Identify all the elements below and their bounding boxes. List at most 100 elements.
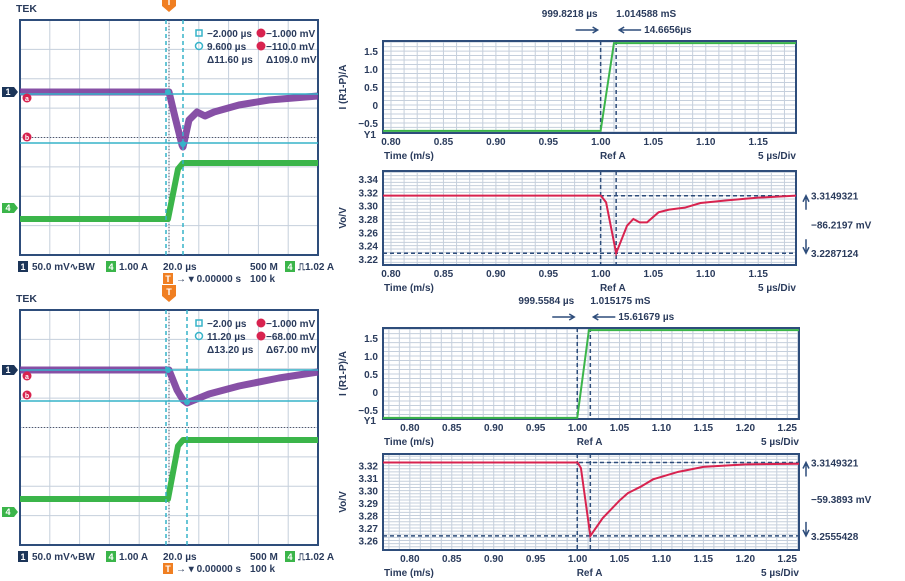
footer-trig-level: ⎍1.02 A	[297, 552, 334, 563]
y-tick-label: 3.32	[359, 188, 379, 199]
voltage-delta-label: −86.2197 mV	[811, 220, 872, 231]
readout-dt: Δ13.20 µs	[207, 345, 254, 356]
x-tick-label: 0.95	[526, 554, 546, 565]
footer-ch1-badge	[18, 261, 28, 272]
x-tick-label: 1.05	[644, 137, 664, 148]
x-tick-label: 0.80	[400, 554, 420, 565]
footer-ch1-scale: 50.0 mV∿BW	[32, 552, 95, 563]
y-tick-label: 0	[372, 101, 378, 112]
footer-ch1-badge	[18, 551, 28, 562]
x-tick-label: 0.85	[442, 423, 462, 434]
cursor-a-label: a	[25, 374, 29, 381]
footer-ch4-badge	[106, 551, 116, 562]
footer-trig-level: ⎍1.02 A	[297, 262, 334, 273]
div-label: 5 µs/Div	[761, 568, 799, 579]
readout-va: −1.000 mV	[266, 319, 316, 330]
y-origin-label: Y1	[364, 416, 377, 427]
readout-dv: Δ67.00 mV	[266, 345, 317, 356]
x-tick-label: 1.00	[591, 269, 611, 280]
x-tick-label: 0.85	[434, 269, 454, 280]
cursor-point	[165, 367, 171, 373]
cursor-b-label: b	[25, 135, 29, 142]
cursor-point	[184, 399, 190, 405]
y-tick-label: 1.0	[364, 352, 378, 363]
y-tick-label: 3.28	[359, 215, 379, 226]
ch1-marker: 1	[5, 365, 10, 375]
y-tick-label: 3.30	[359, 487, 379, 498]
x-tick-label: 1.15	[748, 269, 768, 280]
y-tick-label: 0.5	[364, 83, 378, 94]
x-tick-label: 0.95	[526, 423, 546, 434]
x-axis-label: Time (m/s)	[384, 283, 434, 294]
y-tick-label: 0.5	[364, 370, 378, 381]
voltage-bottom-label: 3.2555428	[811, 532, 859, 543]
footer-trig-badge	[285, 261, 295, 272]
x-tick-label: 1.15	[694, 423, 714, 434]
cursor-a-label: a	[25, 96, 29, 103]
trigger-label: T	[166, 287, 172, 297]
ch1-waveform	[20, 88, 319, 151]
ch4-waveform	[20, 160, 318, 222]
footer-ch1: 1	[20, 262, 25, 272]
cursor-a-marker-icon	[22, 93, 32, 103]
footer-trig-pos: T	[165, 274, 171, 284]
ref-label: Ref A	[577, 568, 603, 579]
cursor-b-marker-icon	[22, 390, 32, 400]
right-arrow-icon	[552, 313, 576, 321]
footer-trig-pos-value: → ▾ 0.00000 s	[176, 564, 242, 575]
y-tick-label: 3.28	[359, 512, 379, 523]
x-tick-label: 1.15	[748, 137, 768, 148]
scope-border	[19, 19, 319, 256]
footer-trig-pos-badge	[163, 273, 173, 284]
ch1-marker-icon	[2, 87, 18, 97]
cursor-right-label: 1.015175 mS	[590, 296, 650, 307]
footer-ch1-scale: 50.0 mV∿BW	[32, 262, 95, 273]
voltage-bottom-label: 3.2287124	[811, 249, 859, 260]
scope-graticule	[20, 20, 318, 255]
y-tick-label: 3.31	[359, 474, 379, 485]
cursor-1-icon	[195, 319, 203, 327]
series-line	[383, 194, 797, 257]
left-arrow-icon	[591, 313, 616, 321]
x-tick-label: 1.00	[568, 554, 588, 565]
x-tick-label: 0.80	[381, 137, 401, 148]
y-tick-label: 1.5	[364, 47, 378, 58]
x-tick-label: 1.25	[778, 554, 798, 565]
footer-trig: 4	[287, 262, 292, 272]
up-arrow-icon	[802, 194, 810, 210]
ch4-marker-icon	[2, 507, 18, 517]
y-axis-label: Vo/V	[338, 491, 349, 513]
y-tick-label: 3.24	[359, 242, 379, 253]
plot-grid	[383, 41, 796, 133]
y-tick-label: 1.5	[364, 334, 378, 345]
x-tick-label: 1.20	[736, 423, 756, 434]
trigger-marker-icon	[162, 0, 176, 12]
footer-trig: 4	[287, 552, 292, 562]
x-tick-label: 1.05	[644, 269, 664, 280]
ch4-marker-icon	[2, 203, 18, 213]
x-axis-label: Time (m/s)	[384, 568, 434, 579]
x-tick-label: 0.95	[539, 269, 559, 280]
footer-trig-pos: T	[165, 564, 171, 574]
cursor-1-icon	[195, 29, 203, 37]
cursor-left-label: 999.5584 µs	[518, 296, 574, 307]
ch4-marker: 4	[5, 507, 10, 517]
x-tick-label: 0.85	[434, 137, 454, 148]
cursor-a-icon	[256, 28, 266, 38]
readout-t2: 9.600 µs	[207, 42, 247, 53]
x-tick-label: 1.10	[652, 423, 672, 434]
voltage-top-label: 3.3149321	[811, 192, 859, 203]
cursor-left-label: 999.8218 µs	[542, 9, 598, 20]
y-tick-label: −0.5	[358, 119, 378, 130]
readout-dv: Δ109.0 mV	[266, 55, 317, 66]
x-tick-label: 1.00	[591, 137, 611, 148]
footer-record-length: 100 k	[250, 274, 275, 285]
plot-border	[382, 170, 797, 266]
x-tick-label: 1.10	[696, 137, 716, 148]
footer-timebase: 20.0 µs	[163, 262, 197, 273]
scope-brand: TEK	[16, 3, 37, 15]
x-tick-label: 0.80	[381, 269, 401, 280]
readout-vb: −68.00 mV	[266, 332, 316, 343]
x-tick-label: 1.05	[610, 423, 630, 434]
